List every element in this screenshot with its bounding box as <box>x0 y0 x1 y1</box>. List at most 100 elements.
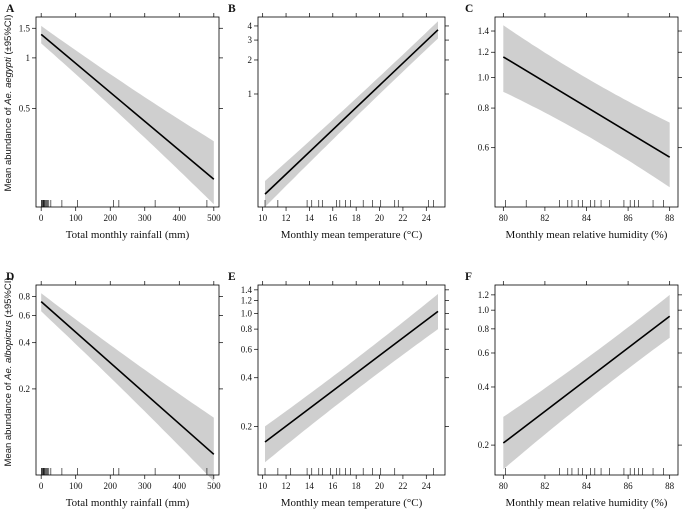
fit-line-e <box>264 310 439 443</box>
x-tick-label-b: 20 <box>375 213 385 223</box>
ci-band-e <box>265 294 438 463</box>
panel-letter-e: E <box>228 271 236 283</box>
y-tick-label-e: 0.6 <box>241 344 253 354</box>
panel-letter-c: C <box>465 3 473 15</box>
y-tick-label-d: 0.8 <box>19 291 31 301</box>
y-tick-label-f: 1.2 <box>478 290 489 300</box>
x-tick-label-a: 200 <box>103 213 117 223</box>
x-tick-label-d: 300 <box>138 481 152 491</box>
x-axis-label-f: Monthly mean relative humidity (%) <box>506 497 668 509</box>
x-tick-label-c: 86 <box>624 213 634 223</box>
y-tick-label-d: 0.2 <box>19 384 30 394</box>
y-tick-label-c: 1.4 <box>478 26 490 36</box>
x-tick-label-c: 82 <box>540 213 549 223</box>
x-tick-label-b: 18 <box>352 213 362 223</box>
x-tick-label-a: 0 <box>39 213 44 223</box>
y-tick-label-a: 1.5 <box>19 23 31 33</box>
fit-line-c <box>502 56 671 158</box>
y-tick-label-b: 2 <box>248 55 253 65</box>
y-tick-label-e: 0.8 <box>241 324 253 334</box>
x-tick-label-e: 18 <box>352 481 362 491</box>
ci-band-b <box>265 21 438 207</box>
y-tick-label-b: 1 <box>248 89 253 99</box>
y-tick-label-f: 0.2 <box>478 440 489 450</box>
ci-band-d <box>41 293 214 482</box>
x-tick-label-e: 12 <box>282 481 291 491</box>
y-tick-label-c: 0.8 <box>478 103 490 113</box>
x-tick-label-d: 500 <box>207 481 221 491</box>
x-tick-label-a: 300 <box>138 213 152 223</box>
x-tick-label-f: 86 <box>624 481 634 491</box>
ci-band-a <box>41 25 214 205</box>
panel-a: 0 100 200 300 400 500 0.5 1 1.5 Total monthly rai… <box>6 3 223 241</box>
panel-c: 80 82 84 86 88 0.6 0.8 1.0 1.2 1.4 Monthly mean re… <box>465 3 682 241</box>
x-tick-label-d: 100 <box>69 481 83 491</box>
x-tick-label-b: 12 <box>282 213 291 223</box>
x-axis-label-e: Monthly mean temperature (°C) <box>281 497 423 509</box>
x-tick-label-d: 200 <box>103 481 117 491</box>
plot-frame-b <box>257 16 446 208</box>
fit-line-b <box>264 29 439 195</box>
x-tick-label-f: 84 <box>582 481 592 491</box>
y-tick-label-c: 1.2 <box>478 47 489 57</box>
y-tick-label-c: 1.0 <box>478 72 490 82</box>
panel-letter-a: A <box>6 3 15 15</box>
fit-line-f <box>502 315 671 444</box>
x-tick-label-c: 88 <box>665 213 675 223</box>
panel-letter-f: F <box>465 271 472 283</box>
x-tick-label-f: 80 <box>499 481 509 491</box>
y-tick-label-e: 0.4 <box>241 373 253 383</box>
y-tick-label-e: 1.2 <box>241 296 252 306</box>
panel-d: 0 100 200 300 400 500 0.2 0.4 0.6 0.8 Total monthl… <box>6 271 223 509</box>
y-tick-label-a: 1 <box>26 53 31 63</box>
fit-line-a <box>40 33 215 180</box>
plot-frame-d <box>35 284 220 476</box>
plot-frame-e <box>257 284 446 476</box>
x-tick-label-e: 22 <box>398 481 407 491</box>
x-tick-label-d: 400 <box>173 481 187 491</box>
x-axis-label-a: Total monthly rainfall (mm) <box>66 229 190 241</box>
y-tick-label-c: 0.6 <box>478 143 490 153</box>
y-axis-label-bottom: Mean abundance of Ae. albopictus (±95%CI… <box>3 277 14 466</box>
x-tick-label-e: 20 <box>375 481 385 491</box>
y-tick-label-d: 0.6 <box>19 311 31 321</box>
y-tick-label-d: 0.4 <box>19 338 31 348</box>
y-tick-label-f: 0.6 <box>478 348 490 358</box>
y-axis-label-top: Mean abundance of Ae. aegypti (±95%CI) <box>3 15 14 192</box>
y-tick-label-b: 3 <box>248 35 253 45</box>
x-axis-label-b: Monthly mean temperature (°C) <box>281 229 423 241</box>
x-axis-label-d: Total monthly rainfall (mm) <box>66 497 190 509</box>
y-tick-label-f: 1.0 <box>478 305 490 315</box>
y-tick-label-b: 4 <box>248 21 253 31</box>
x-tick-label-a: 400 <box>173 213 187 223</box>
x-tick-label-f: 82 <box>540 481 549 491</box>
x-tick-label-d: 0 <box>39 481 44 491</box>
y-tick-label-f: 0.8 <box>478 324 490 334</box>
panel-letter-b: B <box>228 3 236 15</box>
y-tick-label-e: 0.2 <box>241 421 252 431</box>
plot-frame-a <box>35 16 220 208</box>
y-tick-label-e: 1.4 <box>241 285 253 295</box>
y-tick-label-f: 0.4 <box>478 382 490 392</box>
x-axis-label-c: Monthly mean relative humidity (%) <box>506 229 668 241</box>
x-tick-label-b: 16 <box>328 213 338 223</box>
x-tick-label-b: 14 <box>305 213 315 223</box>
y-tick-label-e: 1.0 <box>241 308 253 318</box>
ci-band-f <box>503 294 670 470</box>
x-tick-label-e: 24 <box>422 481 432 491</box>
panel-e: 10 12 14 16 18 20 22 24 0.2 0.4 0.6 0.8 1.0 1.21.4 Mon… <box>228 271 449 509</box>
x-tick-label-e: 10 <box>258 481 268 491</box>
x-tick-label-e: 14 <box>305 481 315 491</box>
fit-line-d <box>40 301 215 455</box>
x-tick-label-e: 16 <box>328 481 338 491</box>
x-tick-label-f: 88 <box>665 481 675 491</box>
x-tick-label-b: 24 <box>422 213 432 223</box>
panel-letter-d: D <box>6 271 14 283</box>
x-tick-label-c: 80 <box>499 213 509 223</box>
x-tick-label-b: 10 <box>258 213 268 223</box>
y-tick-label-a: 0.5 <box>19 104 31 114</box>
x-tick-label-b: 22 <box>398 213 407 223</box>
x-tick-label-a: 500 <box>207 213 221 223</box>
